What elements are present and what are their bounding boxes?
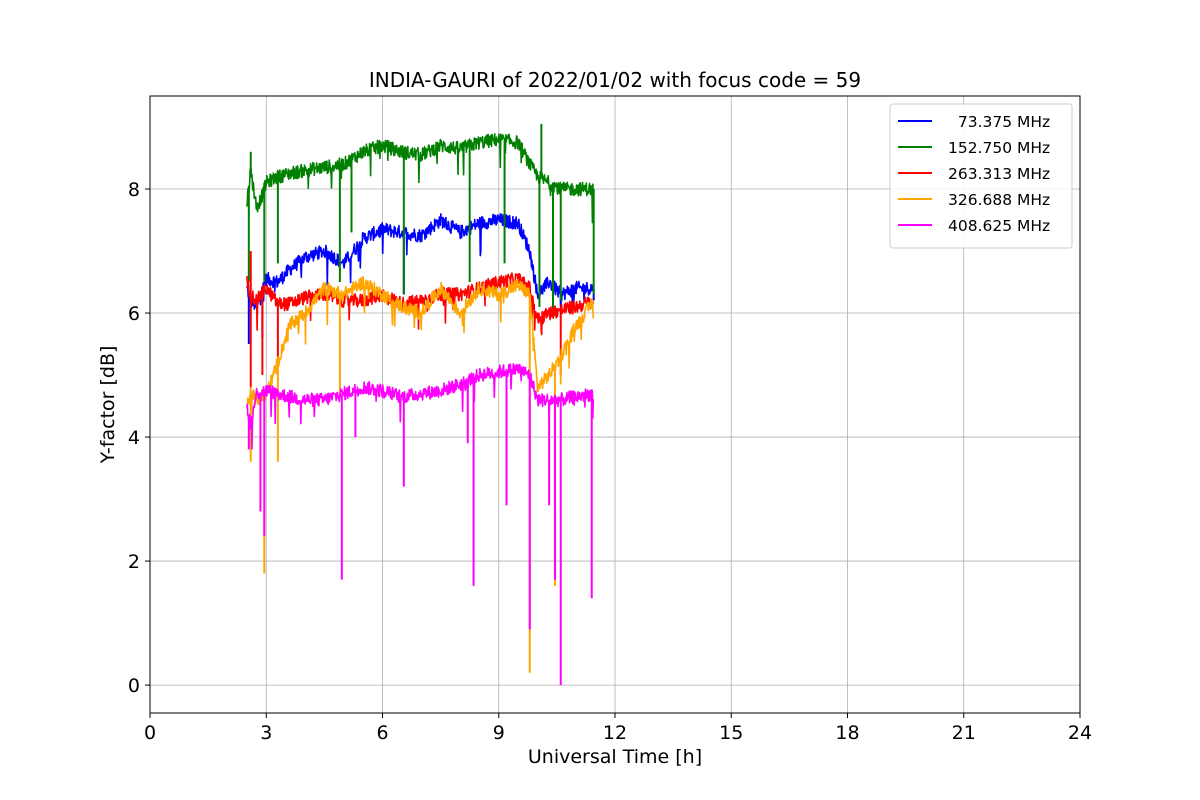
series-line [246,272,595,336]
series-line [246,213,595,318]
y-tick-label: 8 [128,179,140,201]
legend-item: 326.688 MHz [898,191,1050,209]
y-tick-label: 6 [128,303,140,325]
legend: 73.375 MHz 152.750 MHz 263.313 MHz 326.688 … [889,103,1073,249]
series-lines [246,123,595,686]
y-axis-label: Y-factor [dB] [97,346,119,465]
chart-title: INDIA-GAURI of 2022/01/02 with focus cod… [369,68,861,92]
series-4 [246,275,595,673]
x-tick-label: 24 [1068,722,1092,744]
legend-item: 408.625 MHz [898,217,1050,235]
x-tick-label: 15 [719,722,743,744]
y-tick-label: 4 [128,427,140,449]
series-2 [246,123,595,314]
legend-item: 152.750 MHz [898,139,1050,157]
series-line [246,275,595,416]
x-tick-label: 21 [952,722,976,744]
x-axis-label: Universal Time [h] [528,746,702,768]
x-tick-label: 3 [260,722,272,744]
x-tick-label: 18 [835,722,859,744]
x-tick-label: 12 [603,722,627,744]
series-line [246,363,595,450]
legend-label: 326.688 MHz [948,191,1050,209]
series-3 [246,251,595,388]
series-5 [246,363,595,686]
legend-item: 263.313 MHz [898,165,1050,183]
legend-box [889,103,1073,249]
x-tick-label: 6 [376,722,388,744]
legend-label: 152.750 MHz [948,139,1050,157]
x-tick-label: 0 [144,722,156,744]
legend-label: 408.625 MHz [948,217,1050,235]
series-line [246,133,595,224]
legend-label: 263.313 MHz [948,165,1050,183]
legend-item: 73.375 MHz [898,113,1050,131]
y-tick-label: 2 [128,551,140,573]
y-tick-label: 0 [128,675,140,697]
legend-label: 73.375 MHz [948,113,1050,131]
x-tick-label: 9 [493,722,505,744]
